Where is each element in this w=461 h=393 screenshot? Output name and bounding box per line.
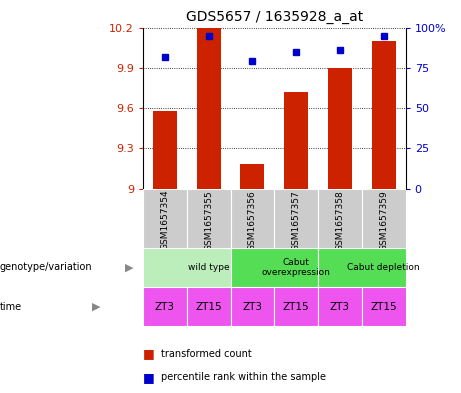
Bar [143, 189, 187, 248]
Text: ZT15: ZT15 [195, 301, 222, 312]
Text: ZT3: ZT3 [242, 301, 262, 312]
Text: GSM1657358: GSM1657358 [336, 190, 344, 251]
Bar [230, 248, 318, 287]
Text: Cabut
overexpression: Cabut overexpression [262, 257, 331, 277]
Bar [143, 248, 230, 287]
Text: ▶: ▶ [124, 262, 133, 272]
Text: ZT15: ZT15 [371, 301, 397, 312]
Bar [187, 287, 230, 326]
Text: Cabut depletion: Cabut depletion [348, 263, 420, 272]
Bar [143, 287, 187, 326]
Text: ZT3: ZT3 [330, 301, 350, 312]
Bar [362, 189, 406, 248]
Text: ZT15: ZT15 [283, 301, 309, 312]
Bar [372, 41, 396, 189]
Bar [230, 189, 274, 248]
Bar [284, 92, 308, 189]
Text: ■: ■ [143, 371, 154, 384]
Bar [274, 287, 318, 326]
Text: GSM1657356: GSM1657356 [248, 190, 257, 251]
Text: percentile rank within the sample: percentile rank within the sample [161, 372, 326, 382]
Bar [318, 287, 362, 326]
Text: GSM1657354: GSM1657354 [160, 190, 169, 250]
Text: ■: ■ [143, 347, 154, 360]
Text: ▶: ▶ [92, 301, 100, 312]
Bar [240, 164, 265, 189]
Text: transformed count: transformed count [161, 349, 252, 359]
Text: wild type: wild type [188, 263, 230, 272]
Text: genotype/variation: genotype/variation [0, 262, 93, 272]
Title: GDS5657 / 1635928_a_at: GDS5657 / 1635928_a_at [186, 10, 363, 24]
Bar [187, 189, 230, 248]
Bar [153, 111, 177, 189]
Text: GSM1657355: GSM1657355 [204, 190, 213, 251]
Text: GSM1657359: GSM1657359 [379, 190, 388, 251]
Bar [274, 189, 318, 248]
Bar [328, 68, 352, 189]
Bar [196, 28, 221, 189]
Text: time: time [0, 301, 22, 312]
Bar [362, 287, 406, 326]
Bar [318, 189, 362, 248]
Bar [230, 287, 274, 326]
Text: GSM1657357: GSM1657357 [292, 190, 301, 251]
Bar [318, 248, 406, 287]
Text: ZT3: ZT3 [155, 301, 175, 312]
